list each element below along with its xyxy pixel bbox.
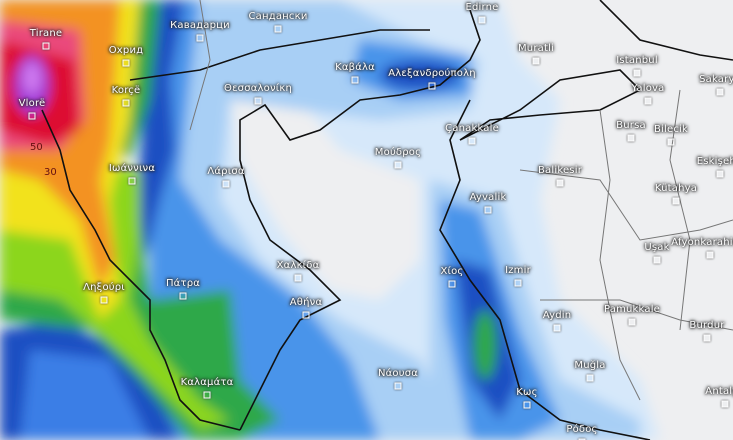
blue-sea bbox=[20, 350, 150, 440]
borders bbox=[41, 0, 733, 440]
city-marker bbox=[100, 296, 108, 304]
city-label: Bursa bbox=[616, 120, 646, 131]
city-label: Ayvalik bbox=[469, 192, 507, 203]
purple-inner bbox=[23, 62, 41, 94]
city-label: Pamukkale bbox=[603, 304, 661, 315]
city-marker bbox=[42, 42, 50, 50]
city-label: Ρόδος bbox=[566, 424, 598, 435]
greek-north-border bbox=[129, 29, 430, 81]
city-label: Bilecik bbox=[653, 124, 689, 135]
city-marker bbox=[394, 382, 402, 390]
city-label: Θεσσαλονίκη bbox=[224, 83, 292, 94]
contour-label: 30 bbox=[44, 167, 57, 178]
city-marker bbox=[122, 59, 130, 67]
city-marker bbox=[586, 374, 594, 382]
city-marker bbox=[203, 391, 211, 399]
city-marker bbox=[721, 400, 729, 408]
city-marker bbox=[716, 88, 724, 96]
city-marker bbox=[394, 161, 402, 169]
city-label: Κως bbox=[516, 387, 538, 398]
city-marker bbox=[627, 134, 635, 142]
city-label: Yalova bbox=[631, 83, 665, 94]
city-label: Balikesir bbox=[537, 165, 583, 176]
city-label: Edirne bbox=[465, 2, 499, 13]
city-marker bbox=[128, 177, 136, 185]
city-marker bbox=[28, 112, 36, 120]
city-label: Kütahya bbox=[654, 183, 698, 194]
contour-label: 50 bbox=[30, 142, 43, 153]
city-label: Καλαμάτα bbox=[180, 377, 234, 388]
city-label: Eskişehir bbox=[696, 156, 733, 167]
city-marker bbox=[222, 180, 230, 188]
city-marker bbox=[703, 334, 711, 342]
city-label: Μούδρος bbox=[374, 147, 422, 158]
city-marker bbox=[716, 170, 724, 178]
city-label: Muğla bbox=[574, 360, 606, 371]
city-label: Afyonkarahisar bbox=[671, 237, 733, 248]
city-label: Izmir bbox=[505, 265, 531, 276]
city-marker bbox=[254, 97, 262, 105]
city-marker bbox=[556, 179, 564, 187]
city-label: Сандански bbox=[248, 11, 308, 22]
city-label: Çanakkale bbox=[445, 123, 499, 134]
city-label: Tirane bbox=[29, 28, 63, 39]
city-marker bbox=[532, 57, 540, 65]
coastline-aegean bbox=[239, 9, 481, 431]
region-borders bbox=[189, 0, 733, 401]
city-marker bbox=[448, 280, 456, 288]
city-label: Muratli bbox=[517, 43, 555, 54]
city-marker bbox=[653, 256, 661, 264]
city-marker bbox=[667, 138, 675, 146]
city-marker bbox=[672, 197, 680, 205]
city-marker bbox=[468, 137, 476, 145]
city-label: Korçë bbox=[111, 85, 141, 96]
city-label: Χαλκίδα bbox=[276, 260, 320, 271]
green-aegean bbox=[473, 310, 497, 380]
city-label: Χίος bbox=[440, 266, 464, 277]
city-label: Ληξούρι bbox=[83, 282, 125, 293]
city-label: Ιωάννινα bbox=[108, 163, 156, 174]
city-label: Aydin bbox=[542, 310, 572, 321]
city-marker bbox=[553, 324, 561, 332]
coastline-turkey bbox=[439, 99, 651, 440]
city-marker bbox=[428, 82, 436, 90]
dark-blue-thrace bbox=[380, 60, 460, 90]
city-marker bbox=[578, 438, 586, 440]
city-label: Uşak bbox=[644, 242, 670, 253]
city-marker bbox=[644, 97, 652, 105]
city-label: Antalya bbox=[705, 386, 733, 397]
city-marker bbox=[484, 206, 492, 214]
city-label: Πάτρα bbox=[165, 278, 201, 289]
city-label: Istanbul bbox=[616, 55, 658, 66]
city-marker bbox=[179, 292, 187, 300]
city-marker bbox=[523, 401, 531, 409]
city-label: Vlorë bbox=[18, 98, 46, 109]
city-marker bbox=[196, 34, 204, 42]
city-label: Кавадарци bbox=[170, 20, 230, 31]
city-label: Αθήνα bbox=[289, 297, 323, 308]
city-label: Αλεξανδρούπολη bbox=[388, 68, 476, 79]
city-marker bbox=[514, 279, 522, 287]
city-label: Burdur bbox=[689, 320, 725, 331]
dry-zone-greece bbox=[230, 90, 420, 300]
city-marker bbox=[628, 318, 636, 326]
city-marker bbox=[706, 251, 714, 259]
city-marker bbox=[274, 25, 282, 33]
city-label: Охрид bbox=[108, 45, 144, 56]
city-marker bbox=[478, 16, 486, 24]
city-marker bbox=[302, 311, 310, 319]
city-marker bbox=[351, 76, 359, 84]
city-marker bbox=[633, 69, 641, 77]
coastline-west bbox=[41, 109, 241, 431]
city-label: Sakarya bbox=[699, 74, 733, 85]
city-label: Καβάλα bbox=[335, 62, 375, 73]
black-sea-coast bbox=[599, 0, 733, 61]
city-marker bbox=[294, 274, 302, 282]
city-marker bbox=[122, 99, 130, 107]
city-label: Λάρισα bbox=[207, 166, 245, 177]
city-label: Νάουσα bbox=[377, 368, 419, 379]
marmara-coast bbox=[459, 69, 642, 141]
